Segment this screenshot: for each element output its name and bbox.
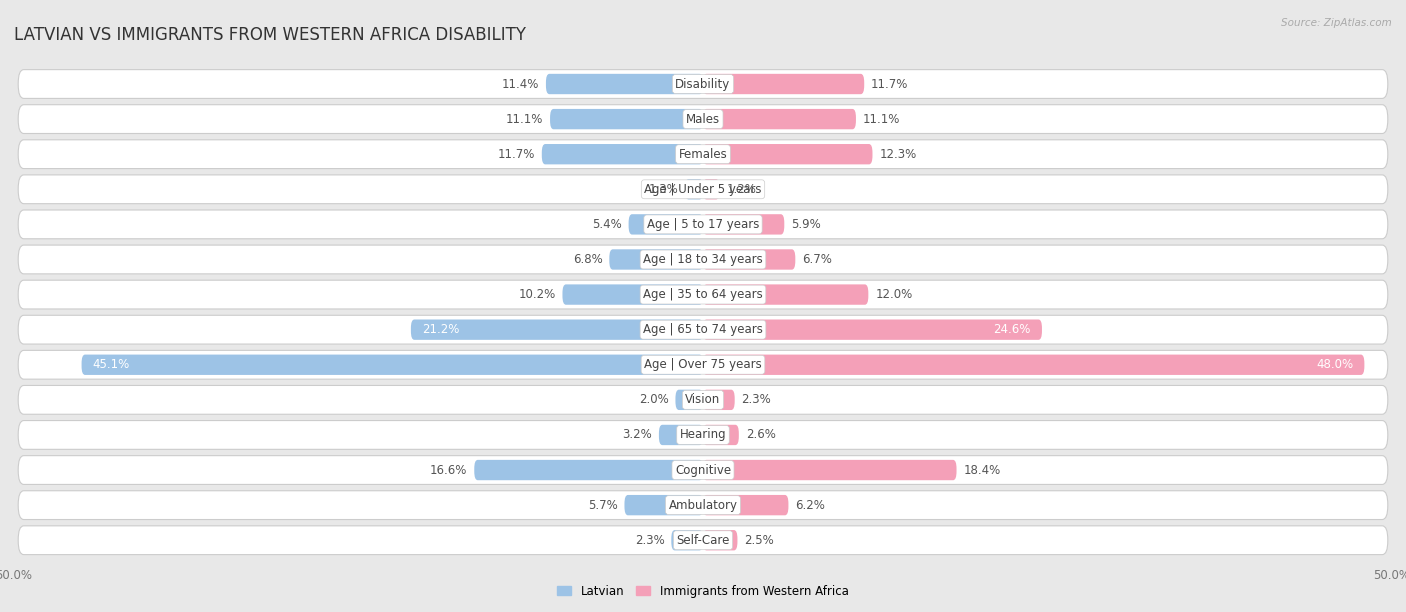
FancyBboxPatch shape	[550, 109, 703, 129]
Text: 21.2%: 21.2%	[422, 323, 460, 336]
FancyBboxPatch shape	[703, 495, 789, 515]
FancyBboxPatch shape	[703, 109, 856, 129]
Text: Age | 65 to 74 years: Age | 65 to 74 years	[643, 323, 763, 336]
Text: 6.8%: 6.8%	[572, 253, 602, 266]
FancyBboxPatch shape	[703, 460, 956, 480]
FancyBboxPatch shape	[411, 319, 703, 340]
Text: Males: Males	[686, 113, 720, 125]
Text: 24.6%: 24.6%	[994, 323, 1031, 336]
FancyBboxPatch shape	[562, 285, 703, 305]
Text: Disability: Disability	[675, 78, 731, 91]
FancyBboxPatch shape	[703, 285, 869, 305]
FancyBboxPatch shape	[609, 249, 703, 270]
Text: Age | 18 to 34 years: Age | 18 to 34 years	[643, 253, 763, 266]
Text: 2.0%: 2.0%	[638, 394, 669, 406]
Text: 11.7%: 11.7%	[872, 78, 908, 91]
FancyBboxPatch shape	[18, 351, 1388, 379]
Text: 11.4%: 11.4%	[502, 78, 538, 91]
Text: Females: Females	[679, 147, 727, 161]
Text: Age | 5 to 17 years: Age | 5 to 17 years	[647, 218, 759, 231]
Text: 1.2%: 1.2%	[727, 183, 756, 196]
Text: 6.7%: 6.7%	[803, 253, 832, 266]
FancyBboxPatch shape	[18, 175, 1388, 204]
Text: 18.4%: 18.4%	[963, 463, 1001, 477]
FancyBboxPatch shape	[659, 425, 703, 445]
FancyBboxPatch shape	[18, 280, 1388, 309]
FancyBboxPatch shape	[18, 491, 1388, 520]
Text: Self-Care: Self-Care	[676, 534, 730, 547]
FancyBboxPatch shape	[703, 530, 738, 550]
Text: Source: ZipAtlas.com: Source: ZipAtlas.com	[1281, 18, 1392, 28]
Text: 11.7%: 11.7%	[498, 147, 534, 161]
FancyBboxPatch shape	[703, 74, 865, 94]
Legend: Latvian, Immigrants from Western Africa: Latvian, Immigrants from Western Africa	[553, 580, 853, 602]
FancyBboxPatch shape	[18, 526, 1388, 554]
FancyBboxPatch shape	[18, 386, 1388, 414]
FancyBboxPatch shape	[703, 144, 873, 165]
FancyBboxPatch shape	[703, 179, 720, 200]
Text: LATVIAN VS IMMIGRANTS FROM WESTERN AFRICA DISABILITY: LATVIAN VS IMMIGRANTS FROM WESTERN AFRIC…	[14, 26, 526, 43]
Text: 16.6%: 16.6%	[430, 463, 467, 477]
Text: Cognitive: Cognitive	[675, 463, 731, 477]
Text: 2.6%: 2.6%	[745, 428, 776, 441]
Text: Age | Over 75 years: Age | Over 75 years	[644, 358, 762, 371]
FancyBboxPatch shape	[628, 214, 703, 234]
FancyBboxPatch shape	[82, 354, 703, 375]
FancyBboxPatch shape	[703, 425, 738, 445]
Text: 2.3%: 2.3%	[741, 394, 772, 406]
Text: 11.1%: 11.1%	[506, 113, 543, 125]
Text: Age | 35 to 64 years: Age | 35 to 64 years	[643, 288, 763, 301]
Text: Age | Under 5 years: Age | Under 5 years	[644, 183, 762, 196]
Text: 6.2%: 6.2%	[796, 499, 825, 512]
FancyBboxPatch shape	[675, 390, 703, 410]
FancyBboxPatch shape	[474, 460, 703, 480]
FancyBboxPatch shape	[703, 390, 735, 410]
FancyBboxPatch shape	[703, 354, 1364, 375]
FancyBboxPatch shape	[18, 420, 1388, 449]
Text: 5.4%: 5.4%	[592, 218, 621, 231]
FancyBboxPatch shape	[18, 315, 1388, 344]
Text: 11.1%: 11.1%	[863, 113, 900, 125]
Text: Hearing: Hearing	[679, 428, 727, 441]
Text: Ambulatory: Ambulatory	[668, 499, 738, 512]
FancyBboxPatch shape	[18, 210, 1388, 239]
FancyBboxPatch shape	[18, 105, 1388, 133]
FancyBboxPatch shape	[703, 249, 796, 270]
FancyBboxPatch shape	[18, 70, 1388, 99]
FancyBboxPatch shape	[18, 456, 1388, 485]
Text: 5.7%: 5.7%	[588, 499, 617, 512]
FancyBboxPatch shape	[18, 140, 1388, 168]
Text: 2.5%: 2.5%	[744, 534, 775, 547]
Text: Vision: Vision	[685, 394, 721, 406]
Text: 12.3%: 12.3%	[879, 147, 917, 161]
Text: 2.3%: 2.3%	[634, 534, 665, 547]
FancyBboxPatch shape	[671, 530, 703, 550]
FancyBboxPatch shape	[541, 144, 703, 165]
Text: 12.0%: 12.0%	[875, 288, 912, 301]
Text: 1.3%: 1.3%	[648, 183, 678, 196]
Text: 10.2%: 10.2%	[519, 288, 555, 301]
FancyBboxPatch shape	[546, 74, 703, 94]
FancyBboxPatch shape	[624, 495, 703, 515]
FancyBboxPatch shape	[703, 319, 1042, 340]
Text: 48.0%: 48.0%	[1316, 358, 1354, 371]
FancyBboxPatch shape	[685, 179, 703, 200]
Text: 45.1%: 45.1%	[93, 358, 129, 371]
FancyBboxPatch shape	[703, 214, 785, 234]
FancyBboxPatch shape	[18, 245, 1388, 274]
Text: 5.9%: 5.9%	[792, 218, 821, 231]
Text: 3.2%: 3.2%	[623, 428, 652, 441]
